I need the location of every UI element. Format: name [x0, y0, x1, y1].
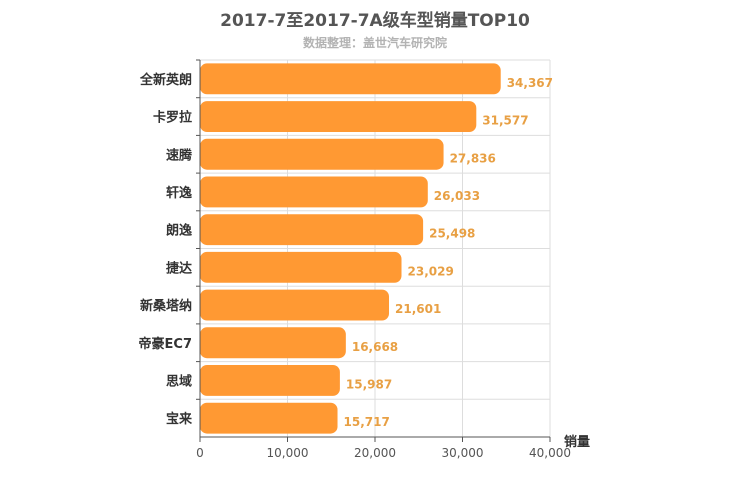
category-label: 速腾 [166, 147, 193, 163]
bar [200, 251, 402, 283]
value-label: 15,717 [344, 415, 390, 429]
bar [200, 63, 501, 95]
bar [200, 101, 477, 133]
category-label: 捷达 [166, 260, 192, 276]
category-label: 朗逸 [166, 223, 192, 239]
value-label: 15,987 [346, 377, 392, 391]
value-label: 23,029 [408, 264, 454, 278]
value-label: 27,836 [450, 151, 496, 165]
x-tick-label: 10,000 [267, 446, 309, 460]
category-label: 帝豪EC7 [139, 336, 192, 352]
category-label: 思域 [166, 373, 192, 389]
value-label: 25,498 [429, 227, 475, 241]
axes: 0 10,000 20,000 30,000 40,000 全新英朗卡罗拉速腾轩逸朗逸捷达… [139, 59, 571, 460]
x-tick-label: 0 [196, 446, 204, 460]
value-label: 26,033 [434, 189, 480, 203]
bar [200, 327, 346, 359]
value-label: 34,367 [507, 76, 553, 90]
bar [200, 138, 444, 170]
chart-title: 2017-7至2017-7A级车型销量TOP10 [220, 11, 530, 31]
bar [200, 364, 340, 396]
x-axis-title: 销量 [564, 434, 590, 450]
category-label: 全新英朗 [139, 72, 192, 88]
x-tick-label: 40,000 [529, 446, 571, 460]
bar [200, 176, 428, 208]
x-tick-label: 20,000 [354, 446, 396, 460]
bars: 34,367 31,577 27,836 26,033 25,498 23,029 21,6… [200, 63, 553, 434]
bar [200, 214, 424, 246]
category-label: 新桑塔纳 [140, 298, 192, 314]
bar [200, 289, 390, 321]
value-label: 31,577 [482, 114, 528, 128]
chart-subtitle: 数据整理：盖世汽车研究院 [302, 36, 447, 50]
category-label: 卡罗拉 [153, 110, 192, 126]
value-label: 16,668 [352, 340, 398, 354]
category-label: 宝来 [166, 411, 193, 427]
bar [200, 402, 338, 434]
x-tick-label: 30,000 [442, 446, 484, 460]
category-label: 轩逸 [166, 185, 192, 201]
value-label: 21,601 [395, 302, 441, 316]
